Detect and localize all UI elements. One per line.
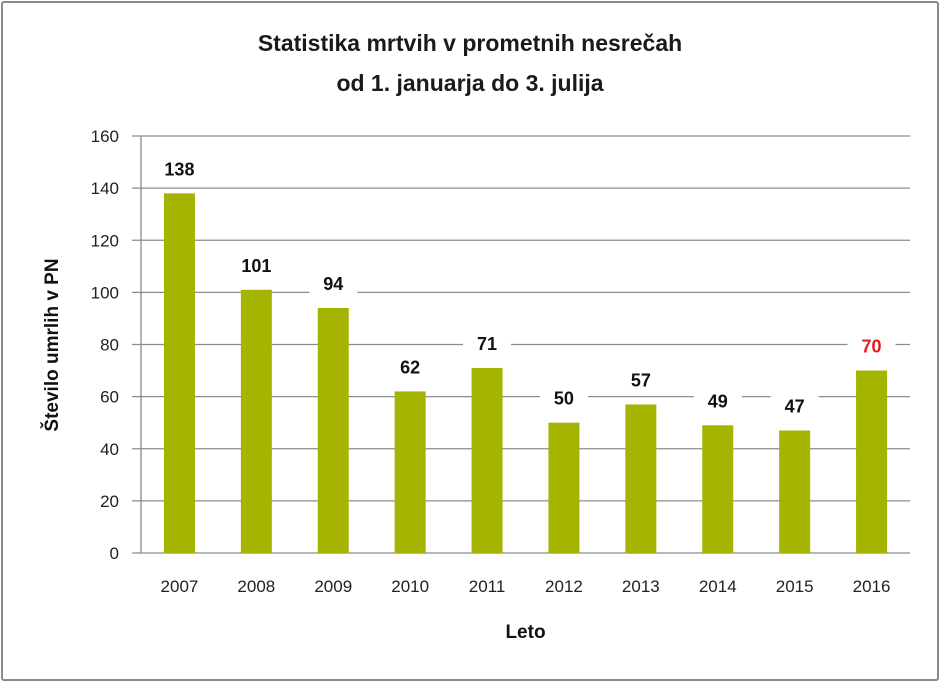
bar-2012 <box>548 422 580 553</box>
x-tick-label: 2009 <box>314 577 352 596</box>
data-label-background <box>463 329 512 356</box>
x-tick-label: 2013 <box>622 577 660 596</box>
data-label-background <box>309 270 358 297</box>
data-label-background <box>616 366 665 393</box>
data-label: 47 <box>785 397 805 417</box>
data-label-background <box>693 387 742 414</box>
y-tick-label: 60 <box>100 388 119 407</box>
x-tick-label: 2008 <box>237 577 275 596</box>
data-label: 101 <box>241 256 271 276</box>
y-tick-label: 100 <box>91 283 119 302</box>
bar-2008 <box>240 289 272 553</box>
data-label: 138 <box>164 159 194 179</box>
data-label-background <box>847 332 896 359</box>
data-label: 70 <box>862 337 882 357</box>
y-tick-label: 140 <box>91 179 119 198</box>
data-label: 50 <box>554 389 574 409</box>
data-label-background <box>232 251 281 278</box>
chart-title-line-1: Statistika mrtvih v prometnih nesrečah <box>257 30 683 56</box>
data-label-background <box>386 353 435 380</box>
y-tick-label: 120 <box>91 231 119 250</box>
data-label: 94 <box>323 274 343 294</box>
bar-2015 <box>779 430 811 553</box>
bar-2013 <box>625 404 657 553</box>
data-label: 49 <box>708 391 728 411</box>
bar-2007 <box>163 193 195 553</box>
x-tick-label: 2010 <box>391 577 429 596</box>
y-tick-label: 40 <box>100 440 119 459</box>
y-tick-label: 160 <box>91 127 119 146</box>
data-label: 57 <box>631 370 651 390</box>
x-tick-label: 2007 <box>161 577 199 596</box>
y-axis-title: Število umrlih v PN <box>41 258 63 431</box>
x-tick-label: 2011 <box>469 577 506 596</box>
y-tick-label: 0 <box>110 544 119 563</box>
data-label-background <box>770 392 819 419</box>
data-label-background <box>539 384 588 411</box>
x-tick-label: 2016 <box>853 577 891 596</box>
bar-2016 <box>856 370 888 553</box>
data-label: 62 <box>400 357 420 377</box>
y-tick-label: 20 <box>100 492 119 511</box>
x-tick-label: 2014 <box>699 577 737 596</box>
data-label-background <box>155 155 204 182</box>
x-tick-label: 2012 <box>545 577 583 596</box>
x-axis-title: Leto <box>505 622 545 643</box>
y-tick-label: 80 <box>100 336 119 355</box>
bar-2011 <box>471 367 503 553</box>
bar-2010 <box>394 391 426 553</box>
bar-2014 <box>702 425 734 553</box>
bar-2009 <box>317 308 349 553</box>
chart-title-line-2: od 1. januarja do 3. julija <box>336 70 604 96</box>
data-label: 71 <box>477 334 497 354</box>
x-tick-label: 2015 <box>776 577 814 596</box>
